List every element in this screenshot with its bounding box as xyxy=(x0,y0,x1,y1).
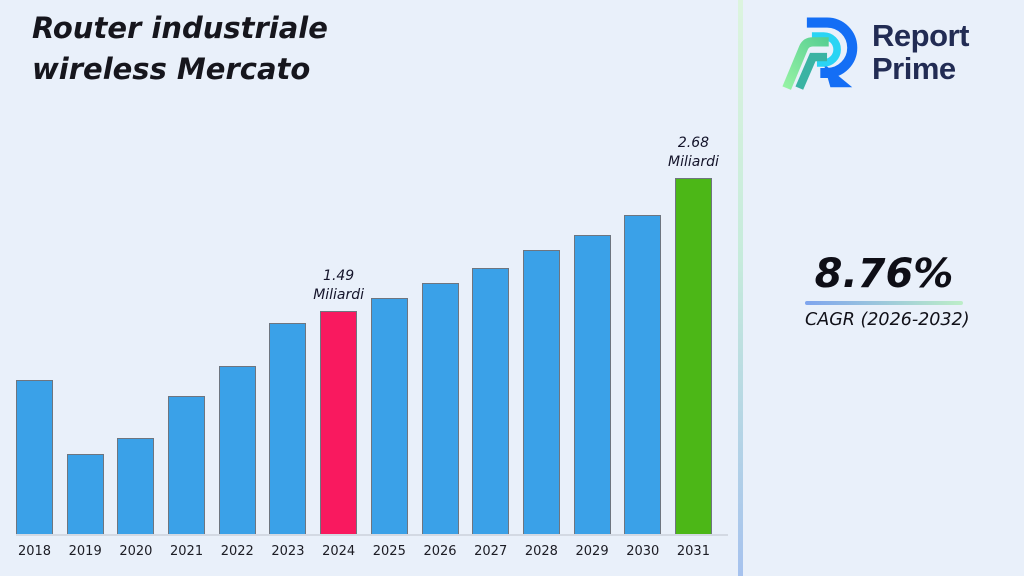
bar-2030 xyxy=(624,215,662,534)
logo-wordmark: Report Prime xyxy=(872,17,969,86)
x-tick-2019: 2019 xyxy=(68,544,102,559)
bar-column-2021 xyxy=(168,114,206,534)
logo-text-prime: Prime xyxy=(872,51,956,86)
bar-column-2022 xyxy=(218,114,256,534)
x-tick-2022: 2022 xyxy=(220,544,254,559)
market-bar-chart: 1.49 Miliardi 2.68 Miliardi 2018 2019 2020 2… xyxy=(16,0,728,576)
x-tick-2031: 2031 xyxy=(676,544,710,559)
x-tick-2030: 2030 xyxy=(626,544,660,559)
report-prime-logo: Report Prime xyxy=(780,10,969,94)
bar-column-2026 xyxy=(421,114,459,534)
bar-2022 xyxy=(218,366,256,534)
x-axis-labels: 2018 2019 2020 2021 2022 2023 2024 2025 2026 2027… xyxy=(16,544,712,559)
x-tick-2020: 2020 xyxy=(119,544,153,559)
bar-2031 xyxy=(674,178,712,534)
x-tick-2027: 2027 xyxy=(474,544,508,559)
bar-2026 xyxy=(421,283,459,534)
bar-2024 xyxy=(320,311,358,534)
x-tick-2025: 2025 xyxy=(372,544,406,559)
cagr-value: 8.76% xyxy=(814,251,954,297)
report-prime-logo-icon xyxy=(782,17,858,90)
x-tick-2023: 2023 xyxy=(271,544,305,559)
bar-annotation-2031: 2.68 Miliardi xyxy=(668,135,719,171)
x-axis-line xyxy=(16,534,728,536)
x-tick-2028: 2028 xyxy=(524,544,558,559)
bar-2025 xyxy=(370,298,408,534)
cagr-label: CAGR (2026-2032) xyxy=(805,310,970,330)
bar-column-2031: 2.68 Miliardi xyxy=(668,114,719,534)
bar-2021 xyxy=(168,396,206,534)
cagr-underline xyxy=(805,301,963,305)
bar-2029 xyxy=(573,235,611,534)
bar-column-2025 xyxy=(370,114,408,534)
bar-column-2023 xyxy=(269,114,307,534)
x-tick-2024: 2024 xyxy=(322,544,356,559)
bar-2028 xyxy=(522,250,560,534)
cagr-block: 8.76% CAGR (2026-2032) xyxy=(805,250,970,330)
bar-column-2028 xyxy=(522,114,560,534)
bar-column-2029 xyxy=(573,114,611,534)
bar-column-2018 xyxy=(16,114,53,534)
chart-plot-area: 1.49 Miliardi 2.68 Miliardi xyxy=(16,114,719,534)
bar-2019 xyxy=(66,454,104,534)
bar-column-2024: 1.49 Miliardi xyxy=(313,114,364,534)
x-tick-2021: 2021 xyxy=(170,544,204,559)
x-tick-2026: 2026 xyxy=(423,544,457,559)
x-tick-2029: 2029 xyxy=(575,544,609,559)
bar-column-2027 xyxy=(472,114,510,534)
bar-2027 xyxy=(472,268,510,534)
x-tick-2018: 2018 xyxy=(17,544,52,559)
bar-2023 xyxy=(269,323,307,534)
bar-column-2019 xyxy=(66,114,104,534)
vertical-divider xyxy=(738,0,743,576)
page-title: Router industriale wireless Mercato xyxy=(32,11,328,87)
logo-text-report: Report xyxy=(872,17,969,53)
bar-2018 xyxy=(16,380,53,534)
bar-2020 xyxy=(117,438,155,534)
bar-column-2030 xyxy=(624,114,662,534)
bar-annotation-2024: 1.49 Miliardi xyxy=(313,268,365,304)
bar-column-2020 xyxy=(117,114,155,534)
